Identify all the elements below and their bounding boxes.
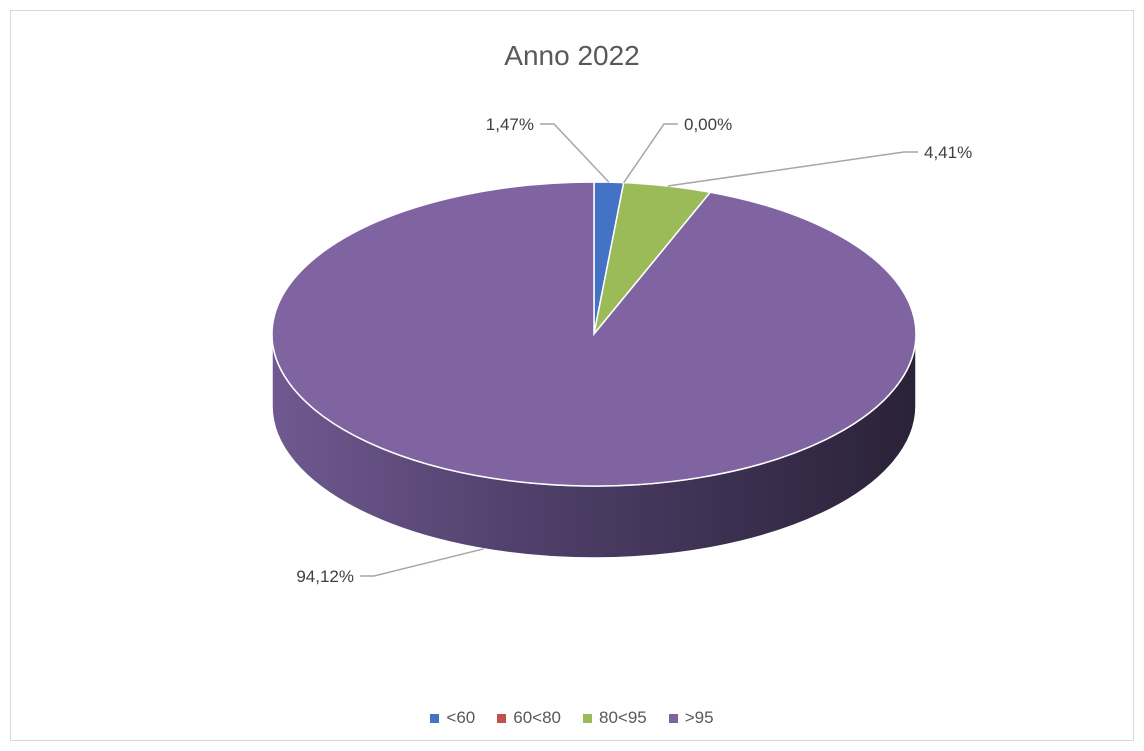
- legend-swatch: [668, 713, 678, 723]
- legend-item: >95: [668, 708, 714, 728]
- pie-slice-95: [271, 181, 917, 487]
- data-label: 4,41%: [924, 143, 972, 162]
- chart-title: Anno 2022: [504, 40, 640, 71]
- pie-slices: [271, 181, 917, 487]
- legend-label: 60<80: [513, 708, 561, 727]
- pie-leader-lines: [360, 123, 918, 577]
- data-label: 94,12%: [296, 567, 354, 586]
- data-label: 1,47%: [486, 115, 534, 134]
- legend-label: <60: [446, 708, 476, 727]
- leader-line: [667, 151, 918, 187]
- legend-item: <60: [430, 708, 475, 728]
- legend-label: >95: [684, 708, 714, 727]
- leader-line: [540, 123, 610, 183]
- legend-swatch: [583, 713, 592, 723]
- legend-item: 80<95: [583, 708, 647, 728]
- leader-line: [623, 123, 678, 184]
- legend-swatch: [497, 713, 507, 723]
- legend-item: 60<80: [497, 708, 561, 728]
- legend-label: 80<95: [599, 708, 647, 727]
- legend-swatch: [430, 713, 440, 723]
- pie-data-labels: 1,47% 0,00% 4,41% 94,12%: [296, 115, 972, 586]
- legend: <60 60<80 80<95 >95: [0, 708, 1144, 728]
- leader-line: [360, 548, 485, 577]
- data-label: 0,00%: [684, 115, 732, 134]
